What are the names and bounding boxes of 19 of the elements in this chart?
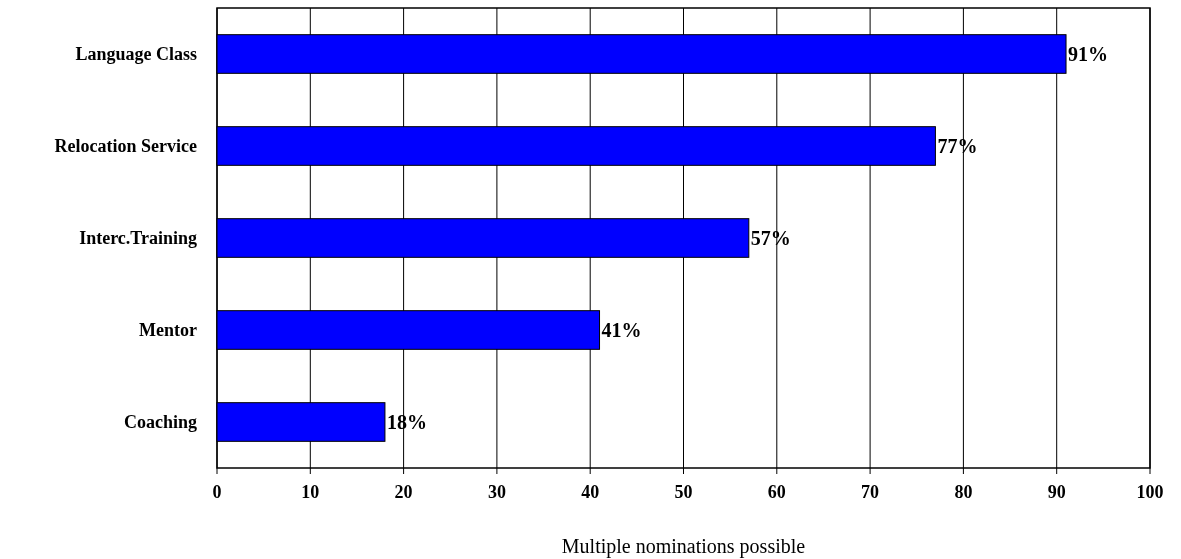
y-tick-label: Language Class [75, 44, 197, 65]
x-axis-title: Multiple nominations possible [561, 535, 806, 558]
y-tick-label: Mentor [139, 320, 197, 341]
x-tick-label: 80 [954, 482, 973, 502]
y-tick-label: Interc.Training [79, 228, 197, 249]
data-label: 91% [1068, 43, 1109, 65]
x-tick-label: 50 [674, 482, 693, 502]
x-tick-label: 60 [767, 482, 786, 502]
x-tick-label: 0 [212, 482, 222, 502]
x-tick-label: 70 [861, 482, 880, 502]
y-tick-label: Coaching [123, 412, 197, 433]
x-tick-label: 40 [581, 482, 600, 502]
y-tick-label: Relocation Service [54, 136, 198, 157]
x-tick-label: 30 [487, 482, 506, 502]
data-label: 41% [601, 319, 642, 341]
x-tick-label: 100 [1136, 482, 1164, 502]
x-tick-label: 90 [1047, 482, 1066, 502]
x-tick-label: 20 [394, 482, 413, 502]
x-tick-label: 10 [301, 482, 320, 502]
